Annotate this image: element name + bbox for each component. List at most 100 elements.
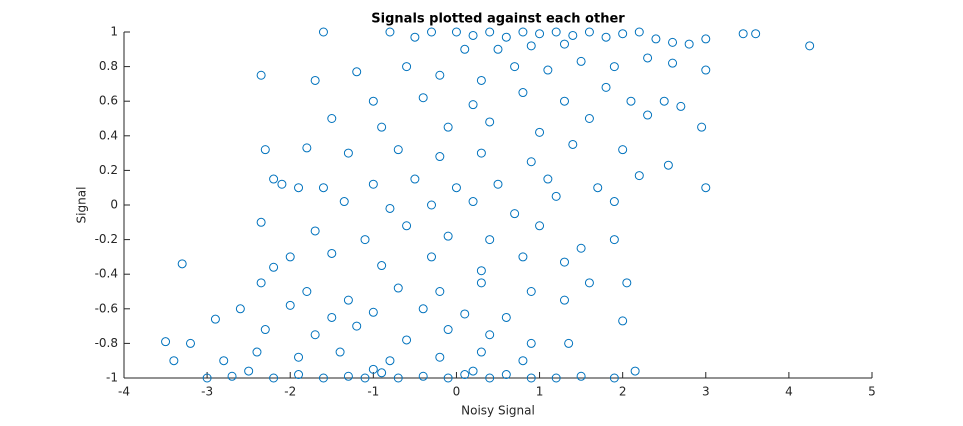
scatter-point bbox=[294, 352, 304, 362]
scatter-point bbox=[630, 366, 640, 376]
scatter-point bbox=[535, 221, 545, 231]
scatter-point bbox=[485, 235, 495, 245]
scatter-point bbox=[343, 148, 353, 158]
scatter-point bbox=[161, 337, 171, 347]
scatter-point bbox=[518, 356, 528, 366]
scatter-point bbox=[256, 217, 266, 227]
x-axis-label: Noisy Signal bbox=[461, 404, 535, 418]
scatter-point bbox=[202, 373, 212, 383]
scatter-point bbox=[626, 96, 636, 106]
scatter-point bbox=[343, 295, 353, 305]
y-tick-label: -1 bbox=[106, 371, 118, 385]
scatter-point bbox=[185, 338, 195, 348]
scatter-point bbox=[659, 96, 669, 106]
scatter-point bbox=[410, 32, 420, 42]
scatter-point bbox=[543, 65, 553, 75]
y-tick-label: 0.4 bbox=[99, 128, 118, 142]
scatter-point bbox=[343, 371, 353, 381]
scatter-point bbox=[443, 325, 453, 335]
scatter-point bbox=[310, 330, 320, 340]
scatter-point bbox=[377, 122, 387, 132]
scatter-point bbox=[302, 143, 312, 153]
scatter-point bbox=[551, 191, 561, 201]
scatter-point bbox=[327, 114, 337, 123]
scatter-point bbox=[468, 366, 478, 376]
scatter-point bbox=[559, 39, 569, 49]
scatter-point bbox=[393, 283, 403, 293]
scatter-point bbox=[551, 27, 561, 37]
scatter-point bbox=[435, 287, 445, 296]
scatter-point bbox=[501, 370, 511, 380]
scatter-point bbox=[435, 352, 445, 362]
scatter-point bbox=[609, 373, 619, 383]
scatter-point bbox=[443, 231, 453, 241]
scatter-point bbox=[622, 278, 632, 288]
scatter-point bbox=[634, 27, 644, 37]
scatter-point bbox=[402, 335, 412, 345]
x-tick-label: 3 bbox=[702, 385, 710, 399]
scatter-point bbox=[352, 67, 362, 77]
scatter-point bbox=[668, 37, 678, 47]
x-tick-label: -1 bbox=[367, 385, 379, 399]
scatter-point bbox=[738, 29, 748, 39]
scatter-point bbox=[318, 183, 328, 193]
scatter-point bbox=[418, 93, 428, 103]
scatter-point bbox=[360, 235, 370, 245]
scatter-point bbox=[526, 338, 536, 348]
scatter-point bbox=[402, 221, 412, 231]
y-tick-label: 0.6 bbox=[99, 94, 118, 108]
scatter-point bbox=[651, 34, 661, 44]
scatter-point bbox=[256, 278, 266, 288]
scatter-point bbox=[568, 30, 578, 40]
scatter-point bbox=[393, 145, 403, 155]
scatter-point bbox=[609, 235, 619, 245]
scatter-point bbox=[252, 347, 262, 357]
scatter-point bbox=[485, 330, 495, 340]
scatter-point bbox=[169, 356, 179, 366]
scatter-point bbox=[451, 27, 461, 37]
scatter-point bbox=[219, 356, 229, 366]
scatter-point bbox=[227, 371, 237, 381]
x-tick-label: 0 bbox=[453, 385, 461, 399]
scatter-point bbox=[368, 307, 378, 317]
scatter-point bbox=[476, 148, 486, 158]
scatter-point bbox=[593, 183, 603, 193]
scatter-point bbox=[701, 65, 711, 75]
scatter-point bbox=[493, 44, 503, 54]
scatter-point bbox=[468, 197, 478, 207]
scatter-point bbox=[643, 110, 653, 120]
scatter-point bbox=[418, 304, 428, 314]
scatter-point bbox=[476, 278, 486, 288]
scatter-point bbox=[451, 183, 461, 193]
chart-title: Signals plotted against each other bbox=[371, 12, 625, 27]
scatter-point bbox=[352, 321, 362, 331]
y-tick-label: 0 bbox=[110, 198, 118, 212]
y-tick-label: 0.8 bbox=[99, 59, 118, 73]
scatter-point bbox=[559, 295, 569, 305]
y-axis-label: Signal bbox=[75, 187, 89, 224]
scatter-point bbox=[543, 174, 553, 184]
scatter-point bbox=[269, 262, 279, 272]
scatter-point bbox=[368, 96, 378, 106]
scatter-point bbox=[476, 347, 486, 357]
scatter-point bbox=[285, 252, 295, 262]
scatter-point bbox=[576, 371, 586, 381]
scatter-point bbox=[535, 127, 545, 137]
scatter-point bbox=[476, 266, 486, 276]
scatter-point bbox=[584, 27, 594, 37]
scatter-point bbox=[310, 226, 320, 236]
scatter-point bbox=[368, 179, 378, 189]
scatter-point bbox=[518, 88, 528, 98]
scatter-point bbox=[410, 174, 420, 184]
scatter-point bbox=[485, 117, 495, 127]
y-tick-label: -0.4 bbox=[95, 267, 118, 281]
scatter-point bbox=[634, 171, 644, 181]
scatter-point bbox=[618, 316, 628, 326]
x-tick-label: -4 bbox=[118, 385, 130, 399]
scatter-point bbox=[269, 174, 279, 184]
scatter-point bbox=[260, 145, 270, 155]
scatter-point bbox=[584, 114, 594, 123]
